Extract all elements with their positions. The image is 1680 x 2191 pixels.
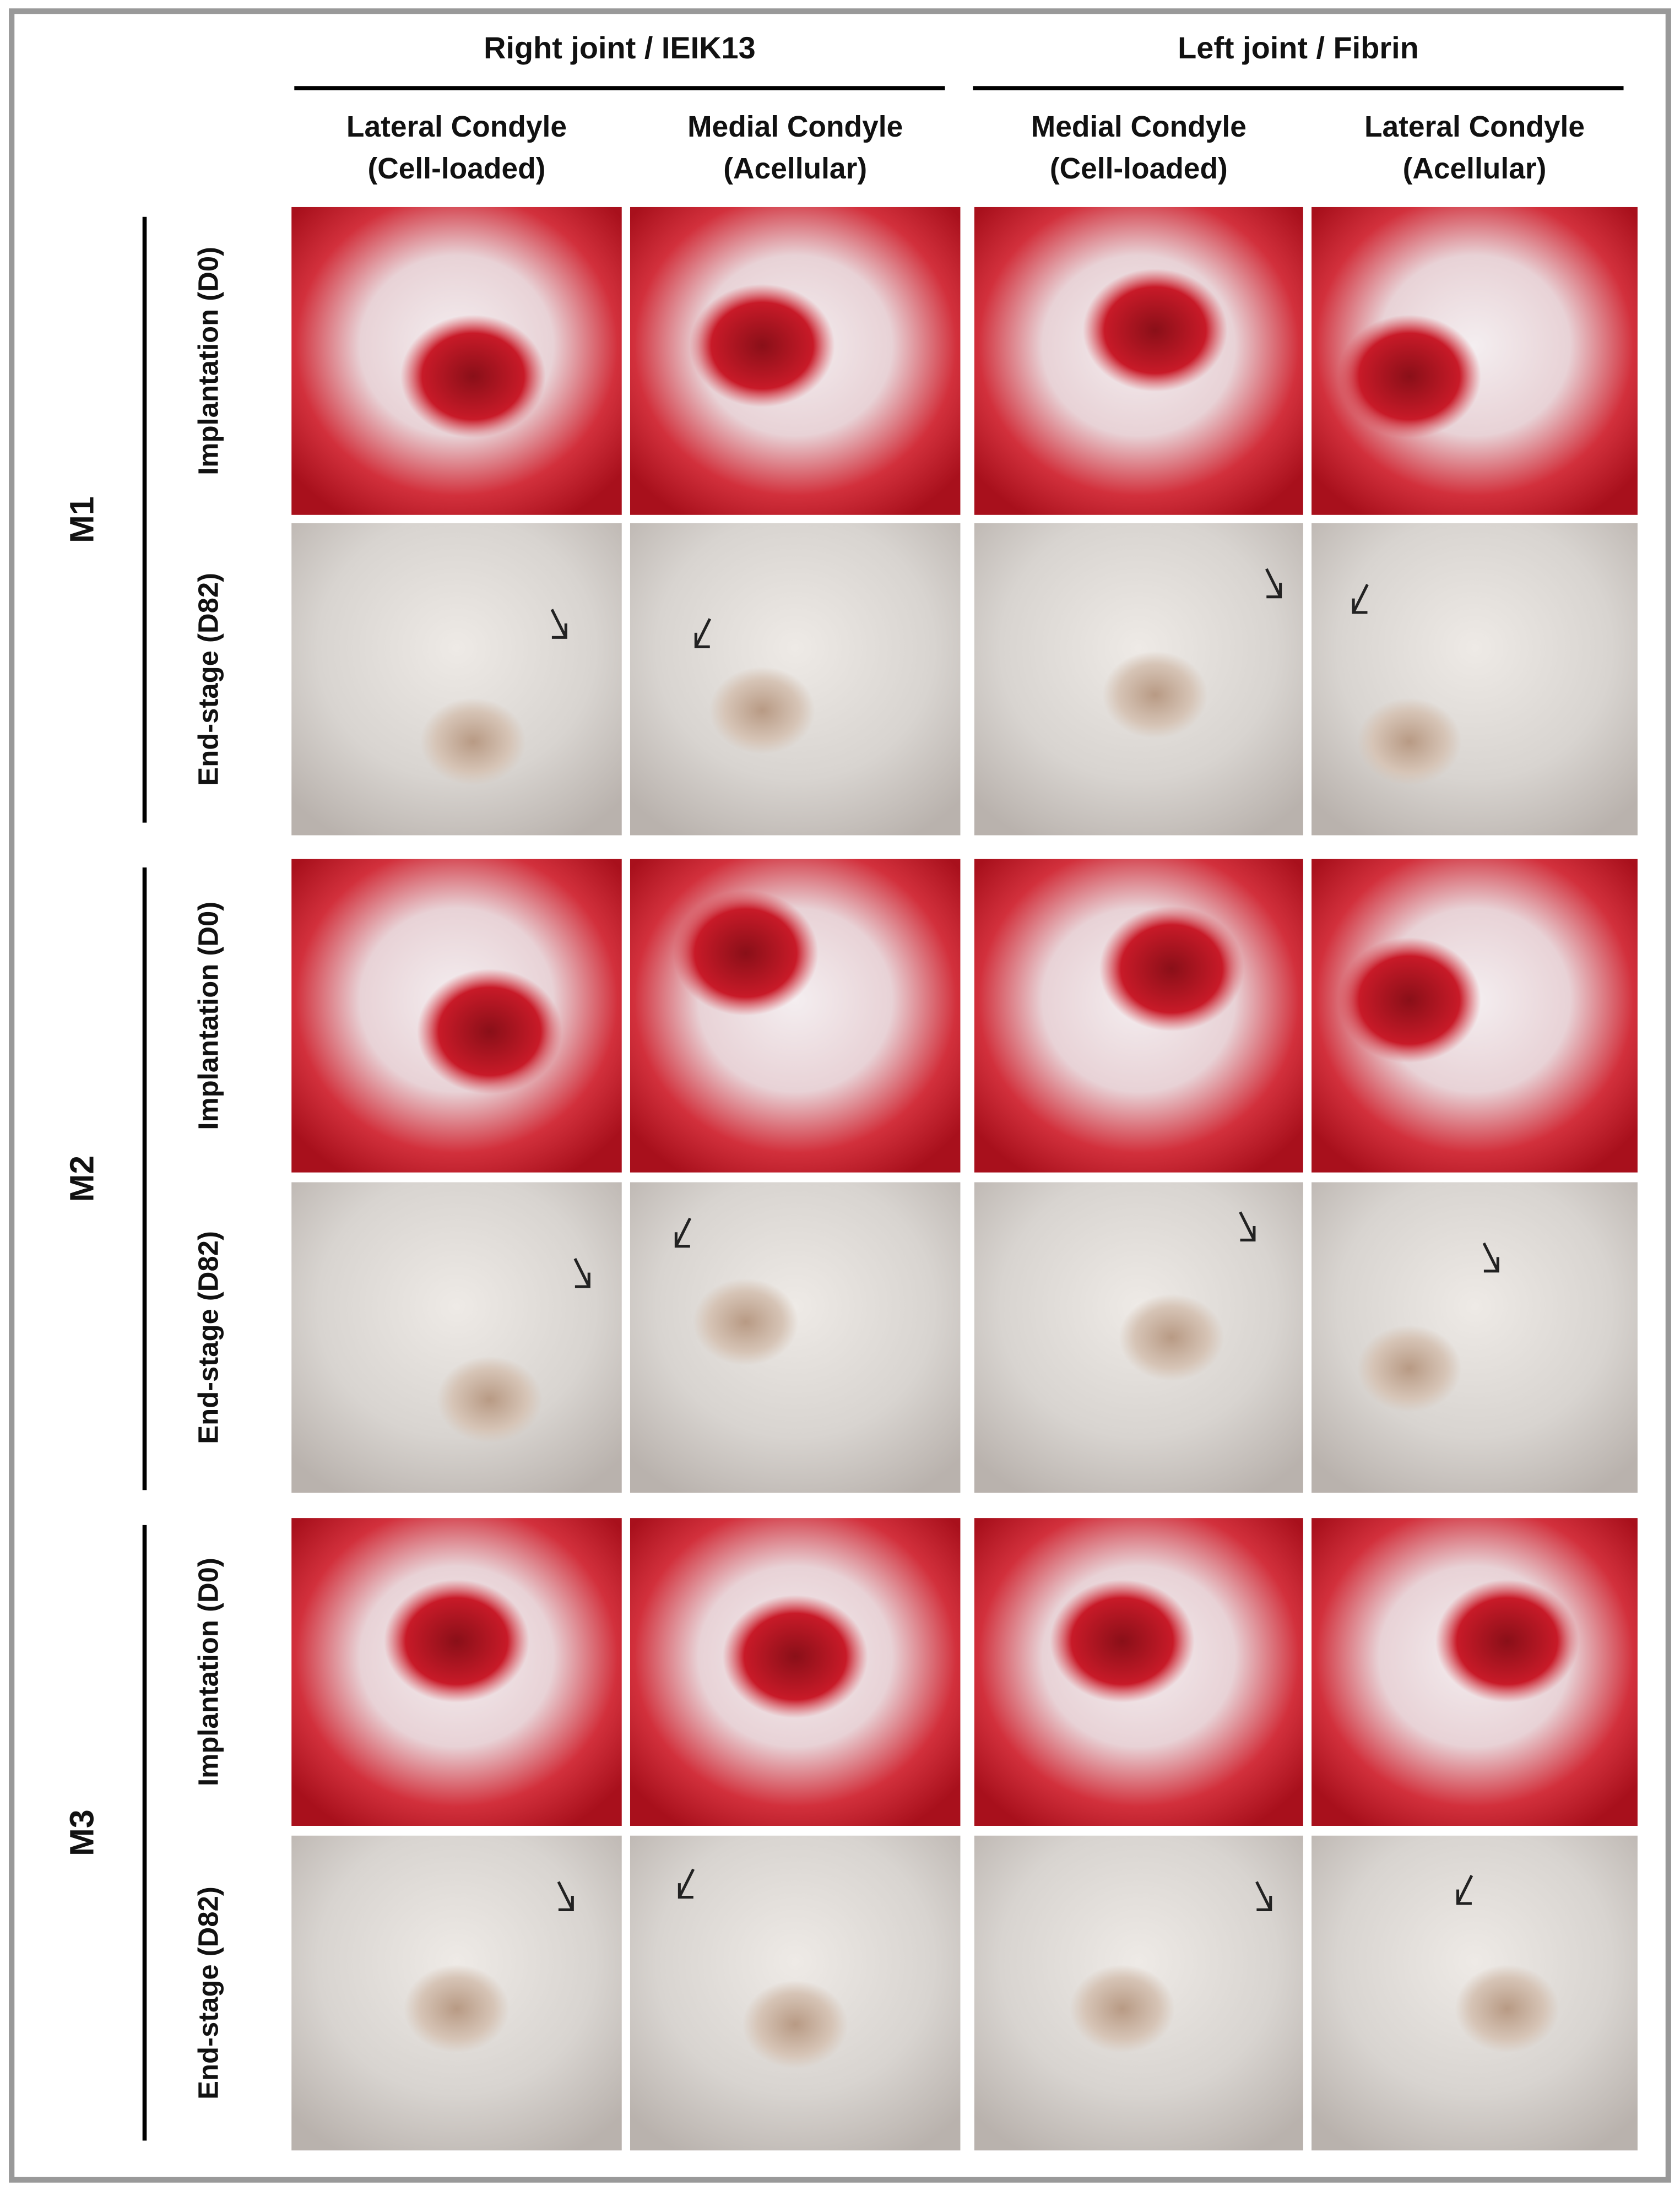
defect-site [1435,1579,1579,1703]
row-label: Implantation (D0) [192,902,224,1130]
defect-site [689,284,835,408]
defect-site [384,1579,529,1703]
defect-site [1337,937,1481,1063]
defect-site [1099,906,1244,1032]
arrow [1255,1881,1272,1911]
photo [291,523,622,836]
repair-site [404,1965,510,2053]
repair-site [420,698,526,785]
arrow [1352,584,1369,614]
repair-site [1119,1294,1224,1381]
column-subheader: (Acellular) [723,153,867,185]
row-label: Implantation (D0) [192,247,224,475]
arrow [557,1881,574,1911]
photo [1312,523,1638,836]
repair-site [1357,698,1462,785]
photo [630,1182,961,1493]
photo [630,859,961,1173]
group-title: Left joint / Fibrin [1178,30,1419,65]
mouse-label: M2 [63,1156,100,1202]
repair-site [742,1980,848,2069]
column-header: Medial Condyle [687,111,903,143]
defect-site [1337,314,1481,438]
arrow [1456,1875,1473,1905]
repair-site [709,666,815,755]
arrow [674,1217,692,1248]
arrow [1265,568,1282,599]
arrow [1239,1211,1256,1241]
arrow [678,1868,695,1899]
row-label: End-stage (D82) [192,1231,224,1444]
column-header: Lateral Condyle [1364,111,1585,143]
arrow [1482,1242,1499,1273]
figure-border [9,8,1671,2183]
column-header: Medial Condyle [1031,111,1247,143]
defect-site [673,890,819,1016]
row-label: End-stage (D82) [192,1886,224,2100]
row-label: Implantation (D0) [192,1558,224,1786]
repair-site [1102,651,1208,739]
photo [1312,1182,1638,1493]
defect-site [400,314,546,438]
repair-site [1357,1325,1462,1412]
column-subheader: (Cell-loaded) [368,153,546,185]
column-subheader: (Cell-loaded) [1050,153,1228,185]
arrow [694,618,712,648]
column-subheader: (Acellular) [1403,153,1547,185]
column-header: Lateral Condyle [346,111,567,143]
repair-site [692,1278,799,1366]
repair-site [1069,1965,1175,2053]
arrow [573,1258,590,1288]
arrow [550,609,567,639]
repair-site [437,1356,543,1444]
mouse-label: M1 [63,496,100,543]
repair-site [1455,1965,1559,2053]
defect-site [1050,1579,1195,1703]
mouse-label: M3 [63,1809,100,1856]
defect-site [722,1595,868,1718]
group-title: Right joint / IEIK13 [484,30,756,65]
defect-site [1082,268,1228,392]
photo [291,1182,622,1493]
defect-site [417,968,562,1094]
row-label: End-stage (D82) [192,573,224,786]
